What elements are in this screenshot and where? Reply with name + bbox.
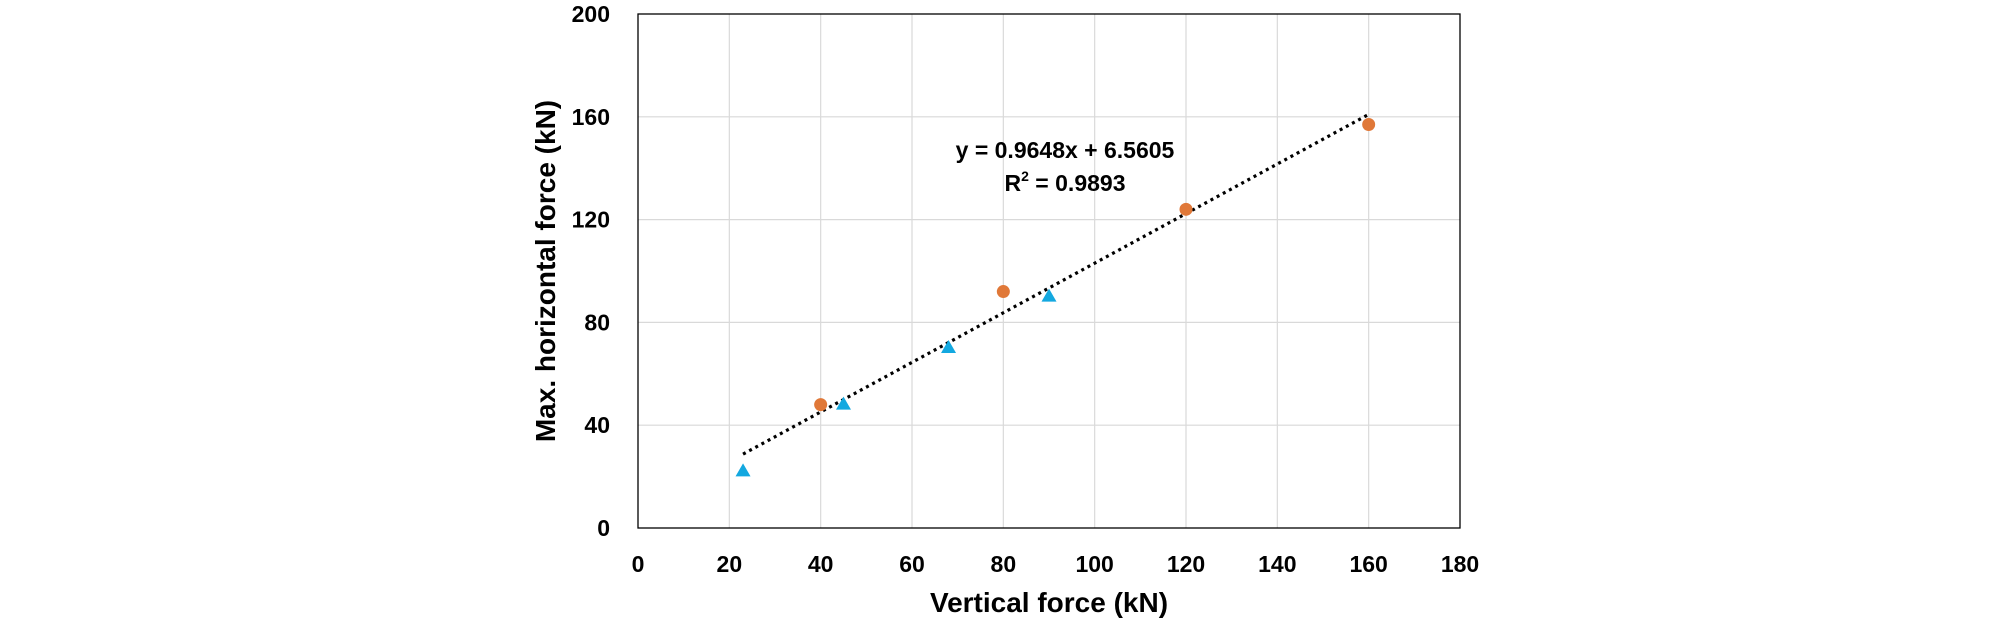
circle-marker	[814, 398, 828, 412]
x-tick-label: 60	[899, 551, 925, 577]
y-tick-label: 200	[572, 1, 610, 27]
triangle-marker	[735, 463, 751, 477]
x-tick-label: 20	[717, 551, 743, 577]
x-tick-label: 140	[1258, 551, 1296, 577]
trendline-equation: y = 0.9648x + 6.5605	[956, 137, 1175, 163]
gridlines	[638, 14, 1460, 528]
x-tick-label: 80	[991, 551, 1017, 577]
y-axis-title: Max. horizontal force (kN)	[530, 100, 561, 442]
y-tick-label: 160	[572, 104, 610, 130]
plot-area	[637, 13, 1461, 529]
data-points	[735, 118, 1376, 477]
r2-prefix: R	[1005, 170, 1022, 196]
triangle-marker	[836, 396, 851, 410]
circle-marker	[1362, 118, 1376, 132]
triangle-marker	[941, 340, 957, 354]
y-tick-label: 0	[597, 515, 610, 541]
circle-marker	[996, 285, 1010, 299]
x-tick-label: 120	[1167, 551, 1205, 577]
trendline	[742, 113, 1370, 456]
x-tick-label: 100	[1075, 551, 1113, 577]
y-tick-label: 120	[572, 207, 610, 233]
y-axis-ticks: 0 40 80 120 160 200	[572, 1, 610, 541]
y-tick-label: 80	[584, 309, 610, 335]
trendline-r-squared: R2 = 0.9893	[1005, 168, 1126, 196]
x-axis-ticks: 0 20 40 60 80 100 120 140 160 180	[632, 551, 1480, 577]
x-tick-label: 180	[1441, 551, 1479, 577]
circle-marker	[1179, 202, 1193, 216]
trendline-layer	[742, 113, 1370, 456]
r2-superscript: 2	[1021, 168, 1029, 184]
x-tick-label: 40	[808, 551, 834, 577]
x-axis-title: Vertical force (kN)	[930, 587, 1168, 618]
x-tick-label: 0	[632, 551, 645, 577]
r2-value: = 0.9893	[1029, 170, 1126, 196]
y-tick-label: 40	[584, 412, 610, 438]
triangle-marker	[1041, 288, 1057, 302]
x-tick-label: 160	[1349, 551, 1387, 577]
